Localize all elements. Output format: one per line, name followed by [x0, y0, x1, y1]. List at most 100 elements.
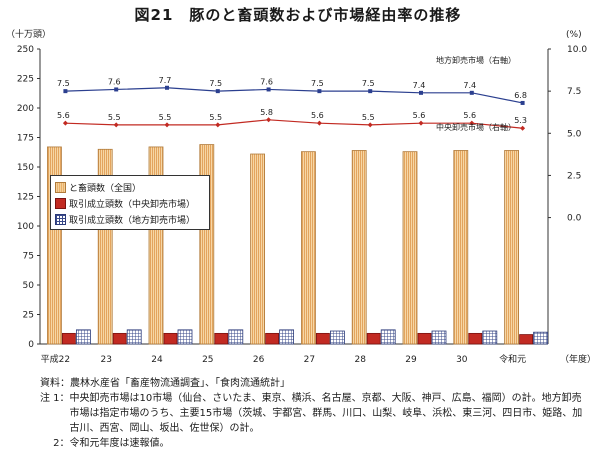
note-source: 資料： 農林水産省「畜産物流通調査」、「食肉流通統計」	[40, 376, 590, 391]
bar-local	[76, 329, 91, 345]
y-tick-label: 250	[17, 45, 34, 55]
line-central-point	[316, 120, 322, 126]
line-local-data-label: 7.6	[108, 77, 121, 86]
line-local-data-label: 7.5	[311, 79, 324, 88]
bar-local	[329, 330, 345, 345]
y-tick-label: 175	[17, 134, 34, 144]
line-central-data-label: 5.5	[108, 113, 121, 122]
x-axis-unit: （年度）	[560, 353, 596, 365]
line-central-point	[215, 122, 221, 128]
bar-central	[265, 332, 280, 345]
line-central-point	[520, 125, 526, 131]
y-tick-label: 50	[23, 281, 35, 291]
line-central-data-label: 5.5	[362, 113, 375, 122]
line-central-data-label: 5.6	[463, 111, 476, 120]
bar-central	[315, 332, 330, 345]
legend: と畜頭数（全国） 取引成立頭数（中央卸売市場） 取引成立頭数（地方卸売市場）	[50, 175, 210, 230]
y2-tick-label: 0.0	[567, 214, 582, 224]
y2-tick-label: 10.0	[567, 45, 587, 55]
line-central-point	[62, 120, 68, 126]
chart-title: 図21 豚のと畜頭数および市場経由率の推移	[134, 6, 462, 24]
line-local-data-label: 7.4	[413, 81, 426, 90]
line-central-data-label: 5.5	[159, 113, 172, 122]
lines	[62, 85, 526, 131]
bar-local	[482, 330, 498, 345]
line-local-data-label: 7.5	[362, 79, 375, 88]
line-local-data-label: 7.7	[159, 76, 172, 85]
y2-axis-unit: (%)	[566, 30, 582, 40]
bar-local	[228, 329, 244, 345]
y-tick-label: 125	[17, 193, 34, 203]
line-central-point	[469, 120, 475, 126]
x-tick-label: 30	[456, 355, 468, 365]
legend-label-local: 取引成立頭数（地方卸売市場）	[69, 215, 196, 226]
bar-central	[163, 332, 178, 345]
x-tick-label: 26	[253, 355, 265, 365]
y-tick-label: 0	[28, 340, 34, 350]
x-tick-label: 25	[202, 355, 213, 365]
bar-total	[250, 153, 266, 345]
legend-swatch-local	[55, 213, 66, 225]
line-local-point	[419, 90, 423, 95]
line-local-point	[368, 89, 373, 94]
line-local-data-label: 7.5	[209, 79, 222, 88]
line-central-data-label: 5.5	[209, 113, 222, 122]
y-axis-unit: （十万頭）	[6, 28, 51, 40]
legend-item-local: 取引成立頭数（地方卸売市場）	[55, 211, 205, 227]
legend-label-central: 取引成立頭数（中央卸売市場）	[69, 199, 196, 210]
line-local-point	[317, 89, 322, 94]
line-central-series-label: 中央卸売市場（右軸）	[436, 122, 516, 132]
x-tick-label: 23	[100, 355, 111, 365]
notes: 資料： 農林水産省「畜産物流通調査」、「食肉流通統計」 注 1： 中央卸売市場は…	[40, 376, 590, 451]
bar-central	[62, 332, 76, 345]
y-tick-label: 200	[17, 104, 34, 114]
bar-local	[533, 331, 548, 345]
line-central-point	[164, 122, 170, 128]
x-tick-label: 28	[354, 355, 366, 365]
legend-item-central: 取引成立頭数（中央卸売市場）	[55, 195, 205, 211]
line-local-point	[215, 89, 220, 94]
bar-local	[279, 329, 295, 345]
note-1: 注 1： 中央卸売市場は10市場（仙台、さいたま、東京、横浜、名古屋、京都、大阪…	[40, 391, 590, 436]
line-local-data-label: 7.6	[260, 77, 273, 86]
line-central-data-label: 5.8	[260, 108, 273, 117]
bar-central	[112, 332, 127, 345]
bar-total	[300, 151, 316, 345]
x-tick-label: 平成22	[41, 353, 70, 365]
legend-item-total: と畜頭数（全国）	[55, 179, 205, 195]
y-tick-label: 100	[17, 222, 34, 232]
note-source-key: 資料：	[40, 378, 70, 389]
line-central-data-label: 5.6	[413, 111, 426, 120]
line-local-point	[114, 87, 119, 92]
bar-total	[453, 150, 469, 345]
note-2: 2： 令和元年度は速報値。	[40, 436, 590, 451]
line-central-data-label: 5.6	[57, 111, 70, 120]
y-tick-label: 25	[23, 311, 34, 321]
note-2-text: 令和元年度は速報値。	[69, 438, 170, 449]
bar-central	[417, 332, 432, 345]
chart-texts: 0 25 50 75 100 125 150 175 200 225 250 0.0 2.5 5.0 7.5…	[6, 28, 596, 365]
y2-tick-label: 2.5	[567, 171, 581, 181]
line-central-data-label: 5.6	[311, 111, 324, 120]
line-local-point	[63, 89, 68, 94]
line-local-point	[520, 100, 525, 105]
line-local-data-label: 6.8	[514, 91, 527, 100]
note-2-key: 2：	[40, 438, 70, 449]
bar-total	[402, 151, 418, 345]
y-tick-label: 150	[17, 163, 34, 173]
y-tick-label: 225	[17, 75, 34, 85]
bar-central	[468, 332, 483, 345]
note-1-text: 中央卸売市場は10市場（仙台、さいたま、東京、横浜、名古屋、京都、大阪、神戸、広…	[69, 393, 583, 434]
legend-label-total: と畜頭数（全国）	[69, 183, 142, 194]
bar-central	[519, 334, 533, 345]
line-central-point	[367, 122, 373, 128]
legend-swatch-total	[55, 181, 66, 193]
y-tick-label: 75	[23, 252, 34, 262]
x-tick-label: 令和元	[499, 353, 526, 365]
bar-central	[366, 332, 381, 345]
line-local-point	[266, 87, 271, 92]
x-tick-label: 24	[151, 355, 163, 365]
x-tick-label: 29	[405, 355, 417, 365]
line-central-data-label: 5.3	[514, 116, 527, 125]
note-source-text: 農林水産省「畜産物流通調査」、「食肉流通統計」	[70, 378, 290, 389]
